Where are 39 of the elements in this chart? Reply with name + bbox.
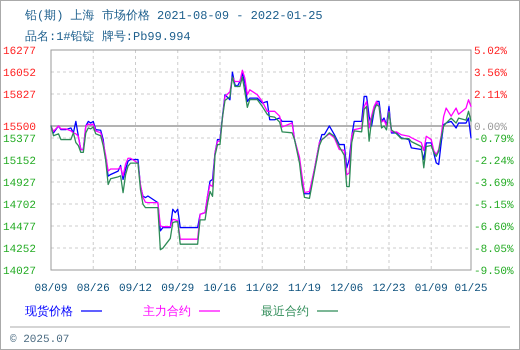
y2-tick-label: -6.60% <box>474 222 514 234</box>
y-tick-label: 14702 <box>2 200 36 212</box>
x-tick-label: 09/29 <box>161 283 194 295</box>
y2-tick-label: -0.79% <box>474 134 514 146</box>
x-tick-label: 12/06 <box>330 283 364 295</box>
y-tick-label: 15377 <box>2 134 36 146</box>
y2-tick-label: 3.56% <box>474 68 508 80</box>
y2-tick-label: 0.00% <box>474 122 508 134</box>
legend-label: 最近合约 <box>261 305 309 319</box>
legend-label: 主力合约 <box>143 304 191 319</box>
x-tick-label: 11/19 <box>288 283 321 295</box>
y-tick-label: 14477 <box>2 222 36 234</box>
text: © 2025.07 <box>10 334 70 346</box>
y-tick-label: 15500 <box>2 122 36 134</box>
legend-label: 现货价格 <box>25 305 73 319</box>
chart-title: 铅(期) 上海 市场价格 2021-08-09 - 2022-01-25 <box>24 8 323 23</box>
y-tick-label: 14252 <box>2 244 36 256</box>
x-tick-label: 08/26 <box>76 283 110 295</box>
y2-tick-label: -2.24% <box>474 156 514 168</box>
y-tick-label: 15827 <box>2 90 36 102</box>
chart-subtitle: 品名:1#铅锭 牌号:Pb99.994 <box>25 30 191 44</box>
x-tick-label: 11/02 <box>246 283 279 295</box>
y-tick-label: 14027 <box>2 266 36 278</box>
x-tick-label: 09/12 <box>118 283 152 295</box>
x-tick-label: 01/09 <box>414 283 448 295</box>
x-tick-label: 01/25 <box>454 283 488 295</box>
y-tick-label: 16277 <box>2 46 36 58</box>
y2-tick-label: -9.50% <box>474 266 514 278</box>
y-tick-label: 14927 <box>2 178 36 190</box>
y2-tick-label: -3.69% <box>474 178 514 190</box>
y2-tick-label: -8.05% <box>474 244 514 256</box>
y2-tick-label: 5.02% <box>474 46 508 58</box>
x-tick-label: 10/16 <box>203 283 236 295</box>
y2-tick-label: -5.15% <box>474 200 514 212</box>
x-tick-label: 12/23 <box>372 283 406 295</box>
y-tick-label: 16052 <box>2 68 36 80</box>
x-tick-label: 08/09 <box>34 283 68 295</box>
y-tick-label: 15152 <box>2 156 36 168</box>
y2-tick-label: 2.11% <box>474 90 508 102</box>
